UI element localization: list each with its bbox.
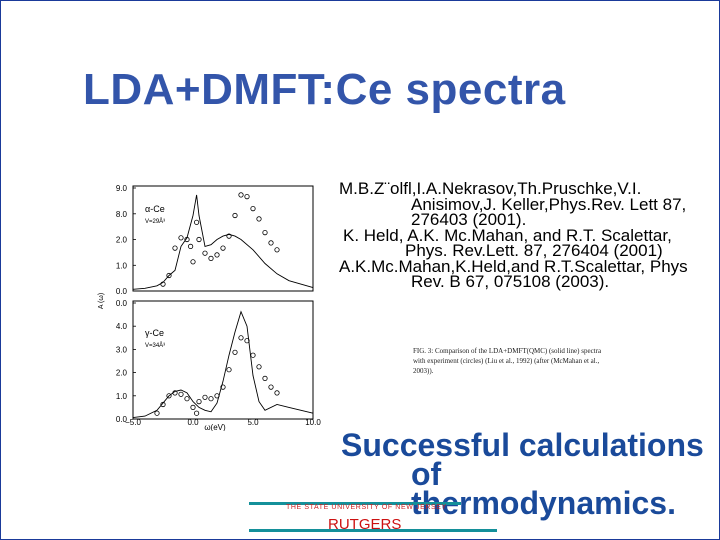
conclusion: Successful calculations of thermodynamic… <box>341 427 720 519</box>
x-axis-label: ω(eV) <box>204 423 226 431</box>
spectra-figure: 9.08.02.01.00.0 0.04.03.02.01.00.0 −5.0 0… <box>98 184 321 431</box>
top-experiment-point <box>274 247 280 253</box>
x-tick-label: 5.0 <box>247 418 259 427</box>
alpha-ce-volume: V=29Å³ <box>145 218 165 225</box>
bottom-experiment-point <box>274 390 280 396</box>
top-experiment-point <box>250 205 256 212</box>
bottom-y-tick-label: 1.0 <box>116 392 128 401</box>
bottom-y-tick-label: 3.0 <box>116 345 128 354</box>
bottom-experiment-point <box>268 384 274 390</box>
top-experiment-point <box>202 250 208 256</box>
reference-1: M.B.Z¨olfl,I.A.Nekrasov,Th.Pruschke,V.I.… <box>339 179 687 229</box>
bottom-experiment-point <box>178 391 184 397</box>
bottom-y-tick-label: 0.0 <box>116 299 128 308</box>
x-tick-label: 10.0 <box>305 418 321 427</box>
bottom-experiment-point <box>232 349 238 355</box>
bottom-experiment-point <box>238 335 244 341</box>
top-lda-dmft-curve <box>132 194 314 290</box>
alpha-ce-label: α-Ce <box>145 204 165 214</box>
bottom-experiment-point <box>160 401 166 408</box>
bottom-panel-frame <box>132 300 314 420</box>
bottom-experiment-point <box>202 394 208 400</box>
top-y-tick-label: 0.0 <box>116 287 128 296</box>
top-experiment-point <box>178 235 184 241</box>
top-experiment-point <box>194 219 200 225</box>
x-tick-label: 0.0 <box>187 418 199 427</box>
top-experiment-point <box>160 281 166 287</box>
bottom-experiment-point <box>220 384 226 390</box>
top-experiment-point <box>262 229 268 236</box>
top-experiment-point <box>238 192 244 198</box>
bottom-experiment-point <box>262 375 268 381</box>
bottom-experiment-point <box>194 410 200 416</box>
references: M.B.Z¨olfl,I.A.Nekrasov,Th.Pruschke,V.I.… <box>339 179 709 291</box>
top-y-tick-label: 8.0 <box>116 210 128 219</box>
top-y-tick-label: 1.0 <box>116 261 128 270</box>
bottom-experiment-point <box>226 367 232 373</box>
bottom-experiment-point <box>154 410 160 416</box>
bottom-y-tick-label: 0.0 <box>116 415 128 424</box>
top-y-tick-label: 9.0 <box>116 184 128 193</box>
bottom-y-tick-label: 2.0 <box>116 369 128 378</box>
top-experiment-point <box>220 245 226 251</box>
top-experiment-point <box>172 245 178 251</box>
bottom-experiment-point <box>256 364 262 370</box>
bottom-experiment-point <box>190 404 196 410</box>
top-experiment-point <box>188 243 194 250</box>
bottom-experiment-point <box>166 393 172 399</box>
bottom-experiment-point <box>196 399 202 405</box>
figure-caption: FIG. 3: Comparison of the LDA+DMFT(QMC) … <box>413 347 602 375</box>
top-experiment-point <box>166 272 172 279</box>
top-experiment-point <box>232 212 238 219</box>
x-tick-label: −5.0 <box>125 418 141 427</box>
bottom-experiment-point <box>244 338 250 344</box>
top-experiment-point <box>226 233 232 239</box>
university-name: THE STATE UNIVERSITY OF NEW JERSEY <box>286 504 447 511</box>
conclusion-line-1: Successful calculations <box>341 427 704 463</box>
y-axis-label: A (ω) <box>98 293 105 309</box>
top-experiment-point <box>268 240 274 246</box>
footer-rule-top <box>249 502 461 505</box>
bottom-experiment-point <box>250 352 256 358</box>
gamma-ce-volume: V=34Å³ <box>145 342 165 349</box>
reference-3: A.K.Mc.Mahan,K.Held,and R.T.Scalettar, P… <box>339 256 688 291</box>
top-experiment-point <box>184 236 190 243</box>
slide-title: LDA+DMFT:Ce spectra <box>83 65 566 114</box>
top-experiment-point <box>208 255 214 262</box>
top-experiment-point <box>190 259 196 265</box>
gamma-ce-label: γ-Ce <box>145 328 164 338</box>
top-experiment-point <box>256 216 262 222</box>
footer-rule-bottom <box>249 529 497 532</box>
conclusion-line-2: of <box>411 456 442 492</box>
bottom-experiment-point <box>214 393 220 399</box>
reference-2: K. Held, A.K. Mc.Mahan, and R.T. Scalett… <box>343 225 672 260</box>
bottom-experiment-point <box>208 396 214 402</box>
top-experiment-point <box>214 252 220 258</box>
bottom-y-tick-label: 4.0 <box>116 322 128 331</box>
top-experiment-point <box>196 236 202 243</box>
bottom-experiment-point <box>172 390 178 396</box>
top-experiment-point <box>244 193 250 200</box>
top-panel-frame <box>132 185 314 292</box>
rutgers-logo-text: RUTGERS <box>328 516 402 533</box>
bottom-lda-dmft-curve <box>132 310 314 419</box>
top-y-tick-label: 2.0 <box>116 236 128 245</box>
bottom-experiment-point <box>184 396 190 402</box>
